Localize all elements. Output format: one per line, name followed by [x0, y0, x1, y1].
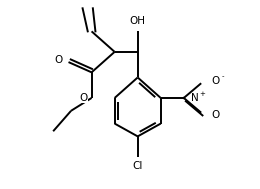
Text: OH: OH — [130, 16, 146, 26]
Text: -: - — [222, 73, 224, 79]
Text: Cl: Cl — [133, 161, 143, 171]
Text: +: + — [199, 91, 205, 97]
Text: N: N — [191, 93, 199, 103]
Text: O: O — [80, 93, 88, 103]
Text: O: O — [54, 55, 62, 64]
Text: O: O — [212, 110, 220, 120]
Text: O: O — [212, 76, 220, 86]
